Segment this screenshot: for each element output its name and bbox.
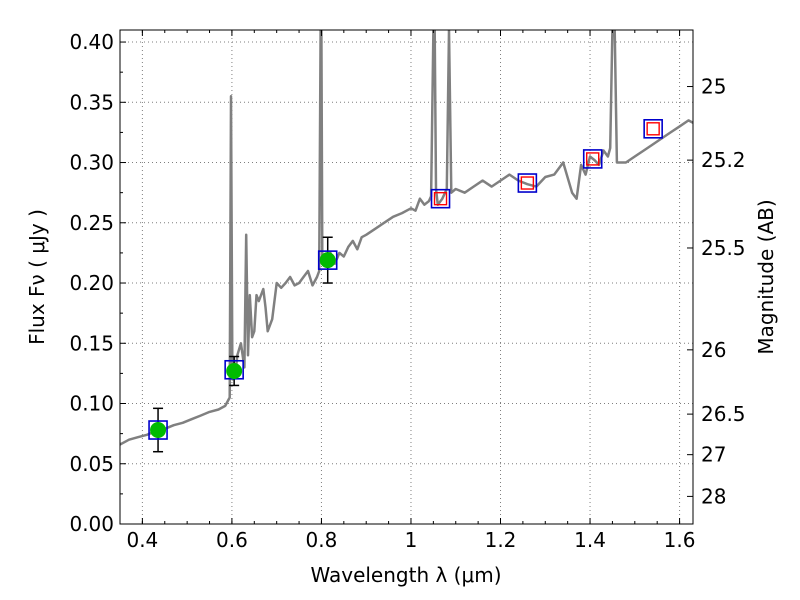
model-square-marker <box>317 250 338 270</box>
y-tick-label: 0.05 <box>69 452 114 476</box>
y-tick-label: 0.10 <box>69 392 114 416</box>
ticks: 0.4 0.6 0.8 1 1.2 1.4 1.6 0.00 0.05 0.10 0.15 0.20 0… <box>69 30 746 552</box>
limit-square-marker <box>646 122 660 136</box>
mag-tick-label: 25.5 <box>701 236 746 260</box>
x-tick-label: 1.4 <box>574 528 606 552</box>
model-square-marker <box>517 173 538 193</box>
y-tick-label: 0.25 <box>69 211 114 235</box>
y-tick-label: 0.00 <box>69 512 114 536</box>
model-square-marker <box>148 420 168 440</box>
x-axis-label: Wavelength λ (μm) <box>310 563 501 587</box>
mag-tick-label: 28 <box>701 484 726 508</box>
mag-tick-label: 25 <box>701 75 726 99</box>
mag-tick-label: 26.5 <box>701 402 746 426</box>
limit-square-marker <box>586 152 600 166</box>
model-square-marker <box>643 119 663 139</box>
model-square-marker <box>430 188 451 209</box>
x-tick-label: 1 <box>405 528 418 552</box>
mag-tick-label: 27 <box>701 443 726 467</box>
spectrum-layer <box>120 30 693 446</box>
y-axis-label: Flux Fν ( μJy ) <box>25 209 49 345</box>
plot-frame <box>119 29 694 525</box>
mag-tick-label: 25.2 <box>701 148 746 172</box>
y-tick-label: 0.20 <box>69 271 114 295</box>
y-axis-right-label: Magnitude (AB) <box>754 199 778 354</box>
model-square-marker <box>582 149 603 169</box>
x-tick-label: 1.2 <box>485 528 517 552</box>
observed-point <box>226 362 243 379</box>
limit-square-marker <box>520 176 535 190</box>
observed-point <box>319 252 336 269</box>
y-tick-label: 0.35 <box>69 90 114 114</box>
spectrum-line <box>120 30 693 446</box>
marker-layer <box>148 119 663 453</box>
limit-square-marker <box>433 191 448 206</box>
y-tick-label: 0.15 <box>69 331 114 355</box>
x-tick-label: 0.6 <box>216 528 248 552</box>
observed-point <box>150 422 167 439</box>
x-tick-label: 0.4 <box>126 528 158 552</box>
x-tick-label: 1.6 <box>664 528 696 552</box>
y-tick-label: 0.30 <box>69 151 114 175</box>
y-tick-label: 0.40 <box>69 30 114 54</box>
x-tick-label: 0.8 <box>306 528 338 552</box>
mag-tick-label: 26 <box>701 338 726 362</box>
